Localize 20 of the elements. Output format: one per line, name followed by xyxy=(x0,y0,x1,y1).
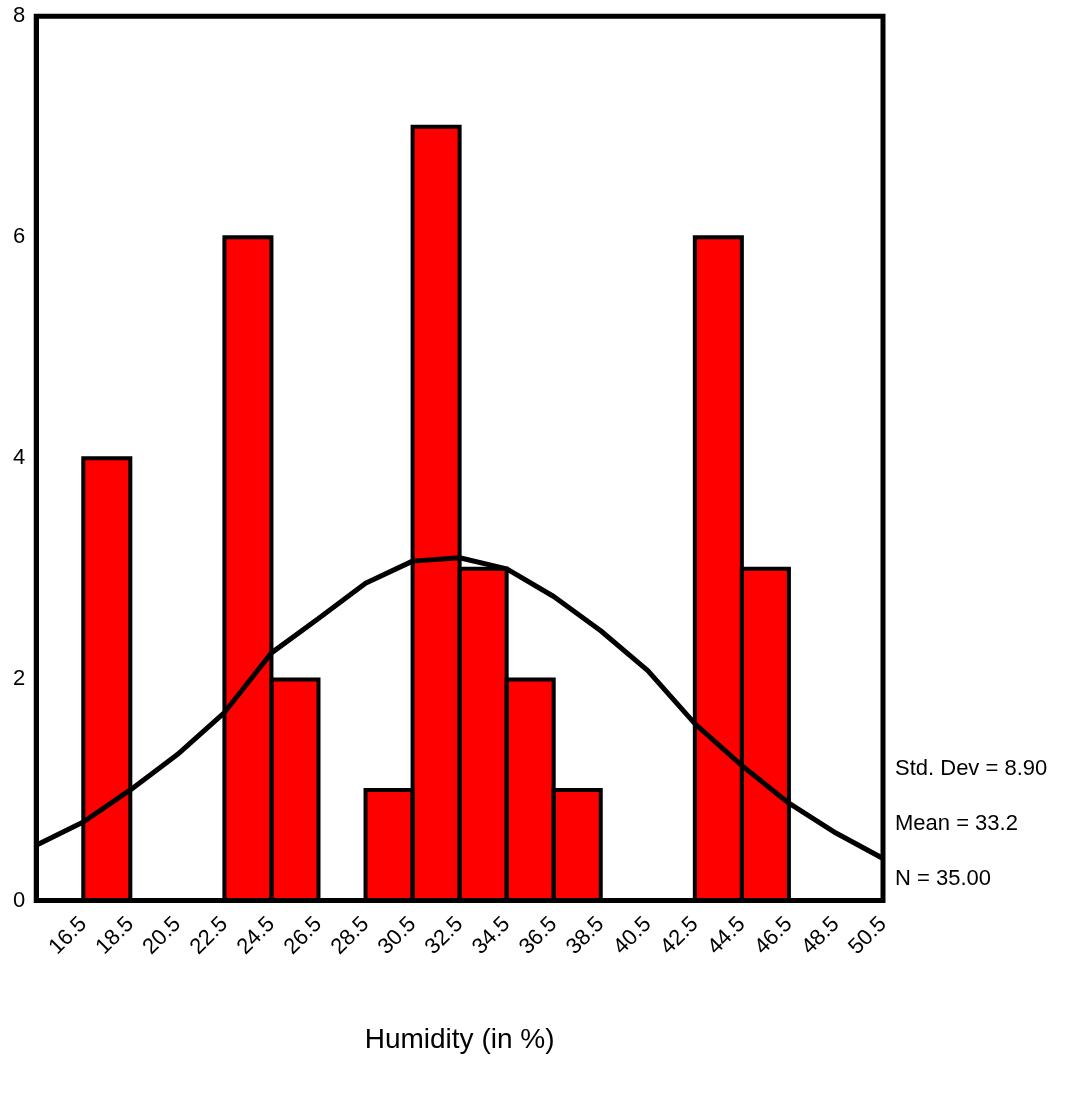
x-tick-label: 44.5 xyxy=(701,910,750,959)
x-tick-label: 30.5 xyxy=(372,910,421,959)
x-tick-label: 34.5 xyxy=(466,910,515,959)
y-tick-label: 4 xyxy=(12,444,26,470)
y-tick-label: 2 xyxy=(12,665,26,691)
x-tick-label: 50.5 xyxy=(842,910,891,959)
x-tick-label: 32.5 xyxy=(419,910,468,959)
y-tick-label: 6 xyxy=(12,223,26,249)
x-tick-label: 46.5 xyxy=(748,910,797,959)
text: Mean = 33.2 xyxy=(895,809,1018,835)
y-tick-label: 8 xyxy=(12,2,26,28)
x-tick-label: 40.5 xyxy=(607,910,656,959)
x-tick-label: 48.5 xyxy=(795,910,844,959)
x-tick-label: 38.5 xyxy=(560,910,609,959)
x-tick-label: 36.5 xyxy=(513,910,562,959)
x-tick-label: 42.5 xyxy=(654,910,703,959)
text: N = 35.00 xyxy=(895,864,992,890)
text: Std. Dev = 8.90 xyxy=(895,754,1048,780)
y-tick-label: 0 xyxy=(12,886,26,912)
x-axis-title: Humidity (in %) xyxy=(364,1022,555,1054)
